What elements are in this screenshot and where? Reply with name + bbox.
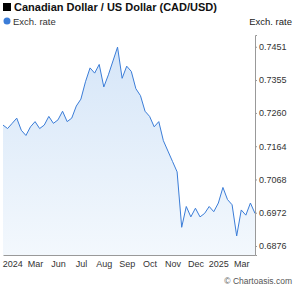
y-tick-mark	[255, 213, 257, 214]
credit: © Chartoasis.com	[224, 276, 292, 286]
x-tick-label: 2025	[209, 259, 229, 269]
line	[3, 47, 255, 236]
y-tick: 0.7451	[255, 42, 287, 52]
y-tick: 0.7068	[255, 175, 287, 185]
y-tick-label: 0.7164	[259, 142, 287, 152]
plot-area	[3, 47, 255, 255]
x-tick: Jun	[51, 255, 66, 269]
x-tick: Jul	[76, 255, 88, 269]
y-tick-label: 0.6876	[259, 241, 287, 251]
y-tick: 0.7355	[255, 75, 287, 85]
y-tick-label: 0.7355	[259, 75, 287, 85]
title: Canadian Dollar / US Dollar (CAD/USD)	[14, 1, 217, 13]
x-tick-label: Jul	[76, 259, 88, 269]
y-axis-title: Exch. rate	[249, 16, 292, 27]
x-tick-label: Nov	[165, 259, 182, 269]
x-tick-label: Sep	[119, 259, 135, 269]
y-axis: 0.7451 0.7355 0.7260 0.7164 0.7068 0.6972 0.68…	[255, 36, 287, 256]
y-tick-label: 0.7068	[259, 175, 287, 185]
area	[3, 47, 255, 255]
x-tick: Aug	[96, 255, 112, 269]
x-tick: Nov	[165, 255, 182, 269]
y-tick-mark	[255, 80, 257, 81]
x-tick-label: Dec	[188, 259, 205, 269]
x-axis-line	[4, 255, 256, 256]
y-axis-line	[256, 36, 258, 256]
y-tick: 0.7164	[255, 142, 287, 152]
y-tick-label: 0.6972	[259, 208, 287, 218]
page: {"chart_data": {"type": "area", "title":…	[0, 0, 295, 288]
x-tick-label: 2024	[3, 259, 23, 269]
x-tick: Mar	[234, 255, 250, 269]
x-tick: 2024	[3, 255, 23, 269]
y-tick-mark	[255, 146, 257, 147]
x-tick-label: Mar	[234, 259, 250, 269]
chart: Canadian Dollar / US Dollar (CAD/USD) Exc…	[0, 0, 295, 288]
x-axis: 2024 Mar Jun Jul Aug Sep Oct Nov Dec 2025 Mar	[3, 255, 256, 269]
y-tick: 0.7260	[255, 108, 287, 118]
x-tick: Oct	[143, 255, 158, 269]
y-tick-mark	[255, 113, 257, 114]
x-tick: Mar	[28, 255, 44, 269]
x-tick-label: Aug	[96, 259, 112, 269]
x-tick-label: Jun	[51, 259, 66, 269]
x-tick: Dec	[188, 255, 205, 269]
y-tick: 0.6972	[255, 208, 287, 218]
x-tick: 2025	[209, 255, 229, 269]
y-tick-mark	[255, 246, 257, 247]
y-tick-mark	[255, 179, 257, 180]
legend-marker	[4, 18, 11, 25]
y-tick-mark	[255, 47, 257, 48]
y-tick-label: 0.7260	[259, 108, 287, 118]
x-tick-label: Mar	[28, 259, 44, 269]
x-tick-label: Oct	[143, 259, 158, 269]
legend-label: Exch. rate	[13, 16, 56, 27]
y-tick-label: 0.7451	[259, 42, 287, 52]
title-icon	[3, 3, 11, 11]
y-tick: 0.6876	[255, 241, 287, 251]
x-tick: Sep	[119, 255, 135, 269]
